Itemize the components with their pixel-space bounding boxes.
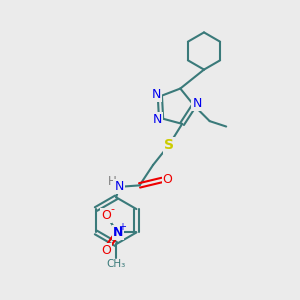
Text: O: O bbox=[163, 173, 172, 187]
Text: N: N bbox=[152, 88, 161, 101]
Text: N: N bbox=[115, 180, 124, 194]
Text: N: N bbox=[192, 97, 202, 110]
Text: +: + bbox=[118, 222, 126, 233]
Text: N: N bbox=[112, 226, 123, 239]
Text: H: H bbox=[108, 175, 117, 188]
Text: N: N bbox=[153, 113, 162, 126]
Text: S: S bbox=[164, 139, 174, 152]
Text: CH₃: CH₃ bbox=[106, 259, 126, 269]
Text: O: O bbox=[101, 208, 111, 222]
Text: -: - bbox=[110, 204, 114, 214]
Text: O: O bbox=[101, 244, 111, 257]
